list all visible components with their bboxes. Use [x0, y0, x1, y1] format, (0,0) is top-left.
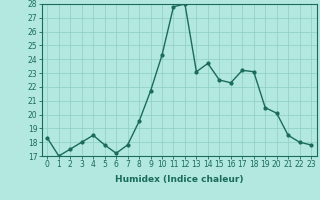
X-axis label: Humidex (Indice chaleur): Humidex (Indice chaleur) [115, 175, 244, 184]
